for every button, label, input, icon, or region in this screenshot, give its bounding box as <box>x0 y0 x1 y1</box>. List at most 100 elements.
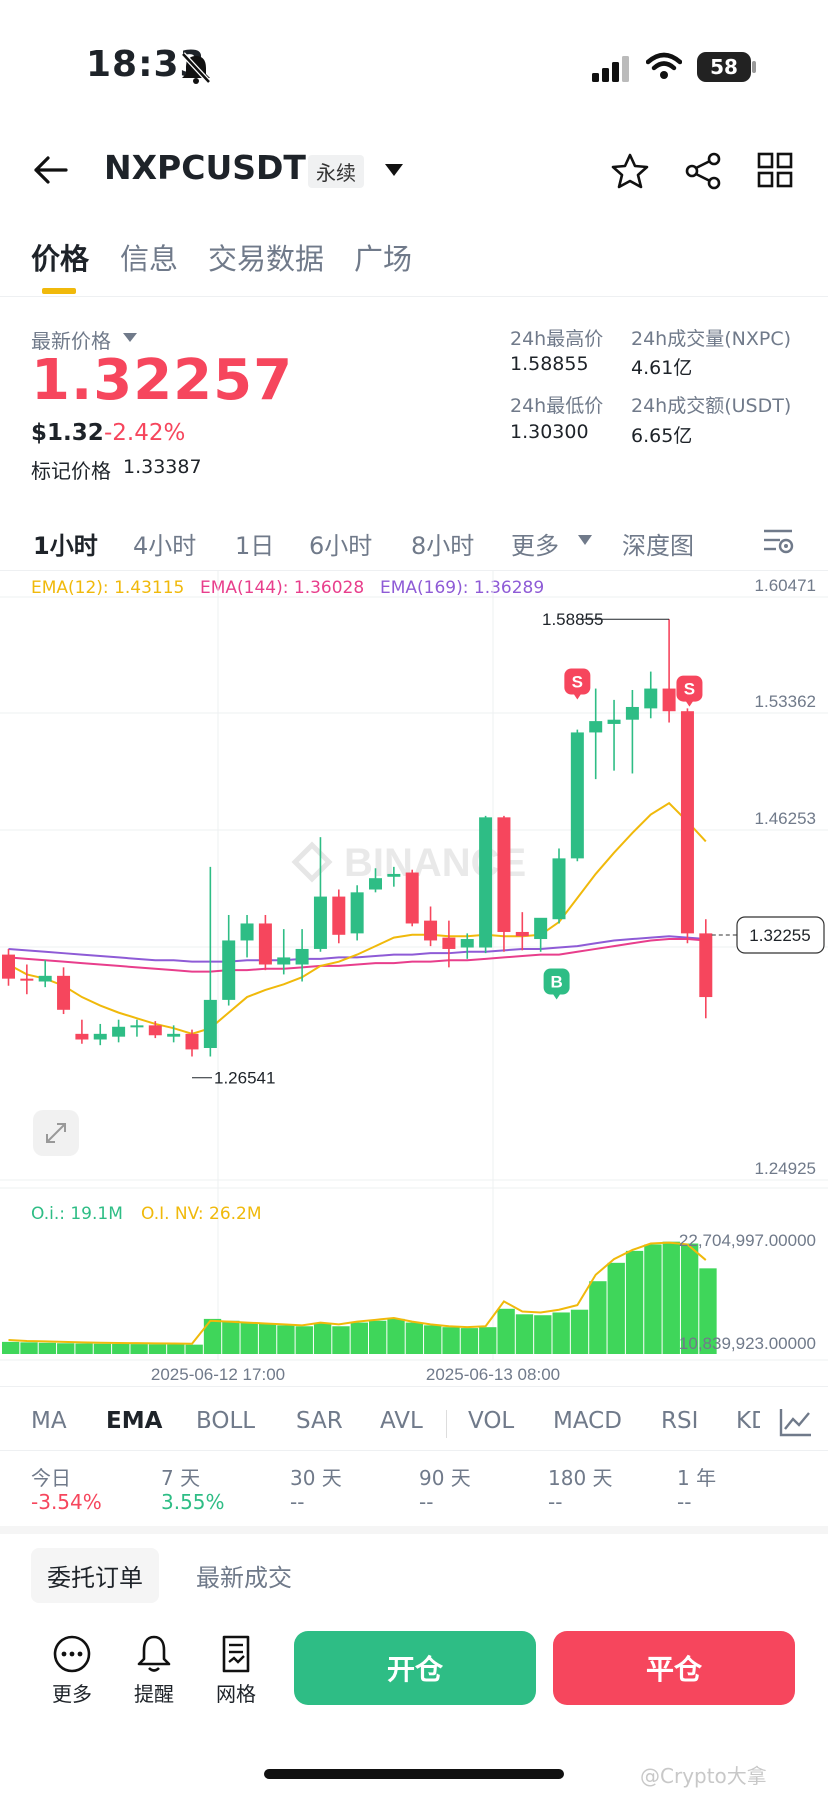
amount-24h-label: 24h成交额(USDT) <box>631 395 792 417</box>
candle-body <box>534 917 548 940</box>
candle-down <box>442 920 456 968</box>
symbol-title[interactable]: NXPCUSDT <box>104 148 306 187</box>
tab-info[interactable]: 信息 <box>120 242 179 276</box>
oi-bar <box>644 1244 662 1354</box>
candle-body <box>662 688 676 712</box>
tab-open-orders[interactable]: 委托订单 <box>31 1548 159 1603</box>
timeframe-6h[interactable]: 6小时 <box>309 532 373 560</box>
candle-body <box>552 858 566 920</box>
share-icon[interactable] <box>683 152 723 190</box>
candle-down <box>680 708 694 944</box>
grid-menu-icon[interactable] <box>757 152 793 188</box>
candlestick-chart[interactable]: BINANCE S S B 1.58855 1.26541 1.60471 1.53362… <box>0 570 828 1390</box>
tab-latest-trades[interactable]: 最新成交 <box>196 1564 292 1592</box>
candle-body <box>167 1033 181 1037</box>
tab-square[interactable]: 广场 <box>354 242 413 276</box>
candle-up <box>534 917 548 952</box>
star-icon[interactable] <box>610 152 650 190</box>
tab-trading-data[interactable]: 交易数据 <box>208 242 325 276</box>
candle-body <box>405 872 419 924</box>
depth-chart-tab[interactable]: 深度图 <box>622 532 694 560</box>
indicator-ma[interactable]: MA <box>31 1408 67 1434</box>
home-indicator <box>264 1769 564 1779</box>
bell-muted-icon <box>181 52 211 84</box>
candle-up <box>387 866 401 887</box>
low-marker-label: 1.26541 <box>214 1069 275 1088</box>
oi-bar <box>185 1344 203 1354</box>
timeframe-divider <box>0 570 828 571</box>
oi-bar <box>699 1268 717 1354</box>
footer-watermark: @Crypto大拿 <box>640 1764 767 1788</box>
timeframe-8h[interactable]: 8小时 <box>411 532 475 560</box>
timeframe-more-caret-icon[interactable] <box>578 535 592 545</box>
chart-settings-icon[interactable] <box>762 527 794 555</box>
oi-bar <box>534 1315 552 1354</box>
oi-bar <box>552 1312 570 1354</box>
timeframe-1h[interactable]: 1小时 <box>33 532 98 560</box>
indicator-macd[interactable]: MACD <box>553 1408 622 1434</box>
candle-down <box>20 964 34 995</box>
oi-bar <box>625 1250 644 1354</box>
candle-up <box>460 933 474 959</box>
alert-action[interactable]: 提醒 <box>114 1634 194 1707</box>
candle-body <box>75 1033 89 1040</box>
indicator-rsi[interactable]: RSI <box>661 1408 699 1434</box>
buy-signal-badge: B <box>543 968 570 1000</box>
indicator-vol[interactable]: VOL <box>468 1408 515 1434</box>
open-position-button[interactable]: 开仓 <box>294 1631 536 1705</box>
fullscreen-button[interactable] <box>33 1110 79 1156</box>
tab-price[interactable]: 价格 <box>31 242 90 276</box>
candle-body <box>130 1025 144 1028</box>
candle-body <box>57 975 71 1010</box>
indicator-ema[interactable]: EMA <box>106 1408 163 1434</box>
expand-icon <box>46 1123 66 1143</box>
oi-bar <box>148 1344 167 1354</box>
latest-price-caret-icon[interactable] <box>123 333 137 342</box>
oi-nv-line <box>8 1241 707 1345</box>
volume-24h-label: 24h成交量(NXPC) <box>631 328 791 350</box>
candle-body <box>222 940 236 1000</box>
indicator-avl[interactable]: AVL <box>380 1408 423 1434</box>
candle-up <box>203 866 217 1057</box>
oi-bar <box>607 1262 625 1354</box>
oi-bar <box>460 1328 479 1354</box>
timeframe-more[interactable]: 更多 <box>511 532 559 560</box>
indicator-boll[interactable]: BOLL <box>196 1408 256 1434</box>
oi-bar <box>680 1243 699 1354</box>
signal-badge-pointer <box>573 693 582 700</box>
timeframe-1d[interactable]: 1日 <box>235 532 275 560</box>
candle-body <box>350 892 364 934</box>
perf-label-7d: 7 天 <box>161 1466 201 1490</box>
oi-bar <box>662 1241 680 1354</box>
timeframe-4h[interactable]: 4小时 <box>133 532 197 560</box>
indicator-kd[interactable]: KD <box>736 1408 760 1434</box>
ema144-legend: EMA(144): 1.36028 <box>200 578 365 598</box>
current-price-label: 1.32255 <box>749 926 810 945</box>
perf-label-1y: 1 年 <box>677 1466 717 1490</box>
indicator-settings-button[interactable] <box>764 1406 828 1440</box>
indicator-sar[interactable]: SAR <box>296 1408 343 1434</box>
status-time: 18:33 <box>86 44 206 85</box>
grid-document-icon <box>222 1635 250 1673</box>
contract-type-badge: 永续 <box>308 155 364 188</box>
latest-price-label[interactable]: 最新价格 <box>31 329 111 353</box>
caret-down-icon[interactable] <box>384 163 404 177</box>
candle-up <box>369 868 382 893</box>
candle-body <box>515 931 529 937</box>
volume-24h-value: 4.61亿 <box>631 357 693 379</box>
perf-value-1y: -- <box>677 1490 692 1514</box>
more-action[interactable]: 更多 <box>32 1634 112 1707</box>
oi-bar <box>240 1322 258 1354</box>
candle-up <box>93 1023 107 1046</box>
candle-body <box>497 817 511 932</box>
candle-body <box>424 920 438 941</box>
indicator-divider <box>0 1450 828 1451</box>
close-position-button[interactable]: 平仓 <box>553 1631 795 1705</box>
perf-value-30d: -- <box>290 1490 305 1514</box>
back-arrow-icon[interactable] <box>32 154 70 186</box>
candle-body <box>570 732 584 859</box>
candle-down <box>332 889 346 944</box>
oi-nv-legend: O.I. NV: 26.2M <box>141 1204 262 1224</box>
grid-action[interactable]: 网格 <box>196 1634 276 1707</box>
battery-icon: 58 <box>697 52 751 82</box>
